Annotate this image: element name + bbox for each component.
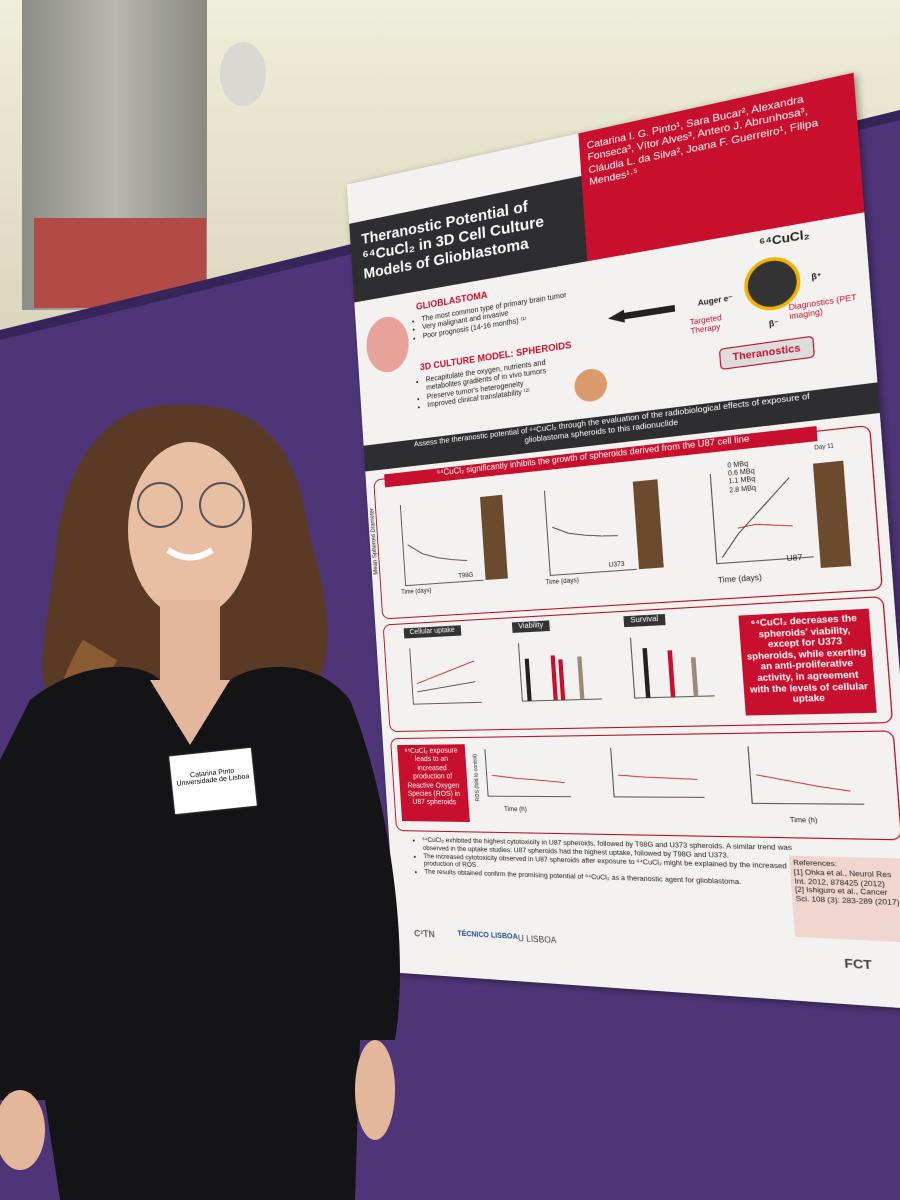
- hand: [355, 1040, 395, 1140]
- face: [128, 442, 252, 618]
- hand: [0, 1090, 45, 1170]
- neck: [160, 600, 220, 680]
- black-top: [0, 667, 400, 1200]
- name-badge: Catarina Pinto Universidade de Lisboa: [169, 748, 257, 814]
